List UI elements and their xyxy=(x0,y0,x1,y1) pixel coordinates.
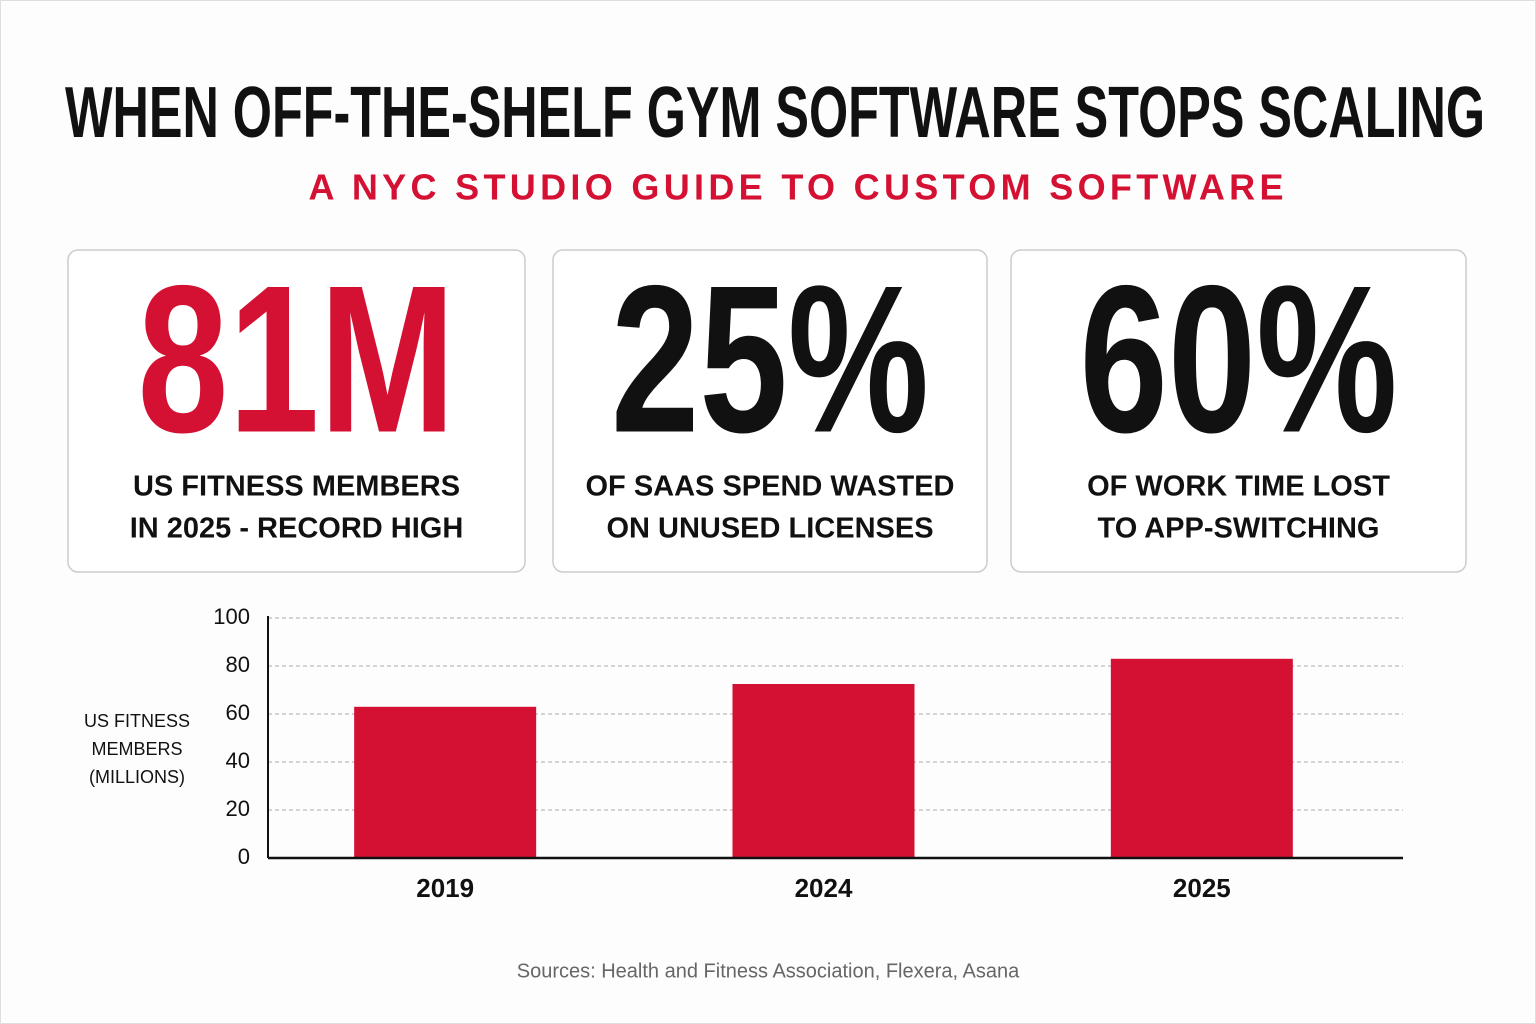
stat-label: ON UNUSED LICENSES xyxy=(606,513,933,545)
title: WHEN OFF-THE-SHELF GYM SOFTWARE STOPS SC… xyxy=(65,73,1485,153)
stat-card xyxy=(552,249,988,573)
y-tick-label: 20 xyxy=(226,796,250,821)
stat-value: 81M xyxy=(138,241,456,476)
bar xyxy=(1110,658,1293,858)
y-axis-label: US FITNESS xyxy=(84,711,190,731)
stat-label: TO APP-SWITCHING xyxy=(1098,513,1380,545)
stat-card xyxy=(1010,249,1467,573)
y-tick-label: 100 xyxy=(213,604,250,629)
y-tick-label: 40 xyxy=(226,748,250,773)
x-tick-label: 2025 xyxy=(1173,873,1231,903)
x-tick-label: 2024 xyxy=(795,873,853,903)
stat-label: IN 2025 - RECORD HIGH xyxy=(130,513,464,545)
bar xyxy=(732,684,915,858)
bar xyxy=(354,706,537,858)
y-axis-label: MEMBERS xyxy=(91,739,182,759)
stat-label: OF WORK TIME LOST xyxy=(1087,471,1390,503)
y-axis-label: (MILLIONS) xyxy=(89,767,185,787)
y-tick-label: 0 xyxy=(238,844,250,869)
stat-value: 60% xyxy=(1080,241,1398,476)
y-tick-label: 80 xyxy=(226,652,250,677)
y-tick-label: 60 xyxy=(226,700,250,725)
stat-card xyxy=(67,249,526,573)
sources: Sources: Health and Fitness Association,… xyxy=(517,960,1020,982)
stat-label: US FITNESS MEMBERS xyxy=(133,471,460,503)
stat-label: OF SAAS SPEND WASTED xyxy=(586,471,955,503)
x-tick-label: 2019 xyxy=(416,873,474,903)
stat-value: 25% xyxy=(611,241,929,476)
subtitle: A NYC STUDIO GUIDE TO CUSTOM SOFTWARE xyxy=(309,167,1284,208)
